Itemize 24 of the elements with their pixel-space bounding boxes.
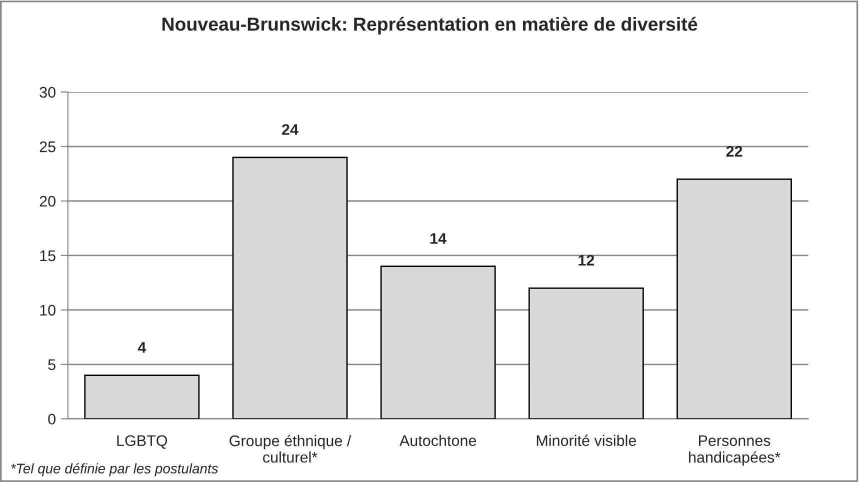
x-tick-label: Groupe éthnique / culturel*	[230, 434, 352, 463]
y-tick-label: 20	[40, 196, 56, 207]
text: *Tel que définie par les postulants	[11, 463, 218, 476]
data-label: 4	[138, 342, 146, 353]
data-label: 24	[282, 124, 298, 135]
x-tick-label: LGBTQ	[117, 435, 168, 449]
y-tick-label: 15	[40, 250, 56, 262]
y-tick-label: 25	[40, 141, 56, 152]
x-tick-label: Minorité visible	[536, 434, 636, 446]
bar	[380, 266, 496, 419]
bar	[528, 287, 644, 419]
data-label: 22	[726, 146, 742, 157]
x-tick-label: Personnes handicapées*	[689, 435, 780, 466]
chart-title: Nouveau-Brunswick: Représentation en matière de diversité	[162, 16, 698, 35]
data-label: 12	[578, 254, 594, 266]
bar	[232, 156, 348, 419]
bar	[84, 374, 200, 419]
data-label: 14	[430, 233, 447, 244]
x-tick-label: Autochtone	[399, 434, 476, 446]
y-tick-label: 30	[40, 86, 56, 98]
y-tick-label: 0	[48, 414, 56, 425]
y-tick-label: 5	[48, 359, 56, 370]
y-tick-label: 10	[40, 304, 56, 316]
bar	[676, 178, 792, 419]
